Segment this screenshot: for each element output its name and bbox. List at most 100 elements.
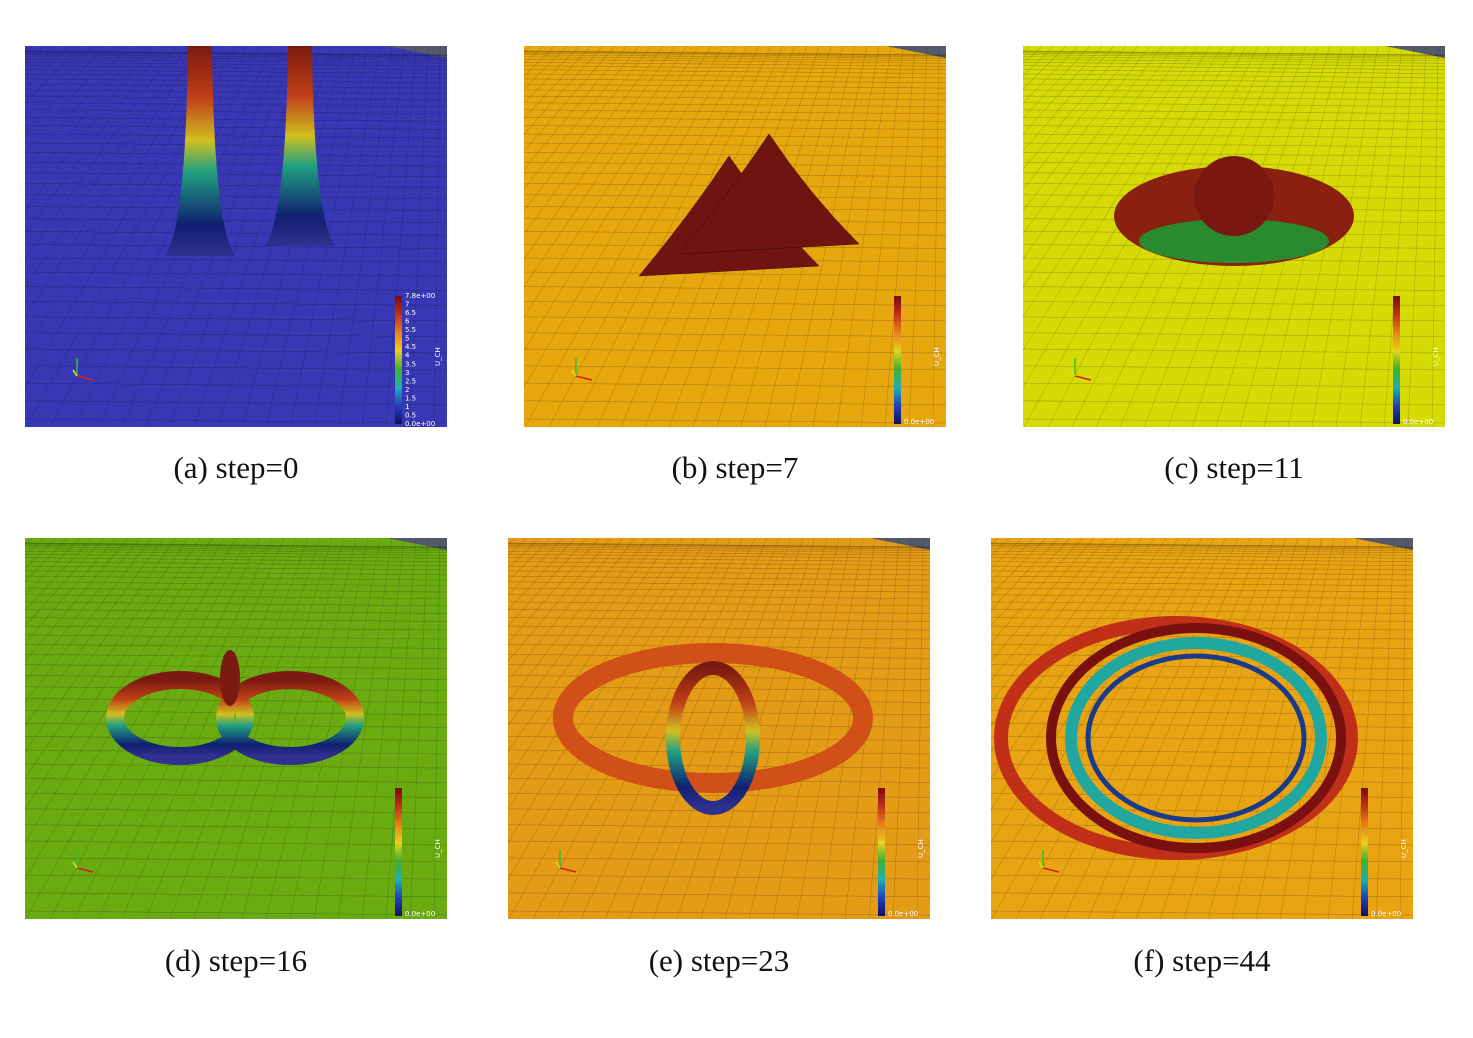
surface-ring	[216, 671, 364, 765]
mesh-line	[25, 125, 447, 130]
mesh-line	[524, 102, 946, 108]
mesh-line	[991, 587, 1413, 593]
axis-triad	[1070, 369, 1076, 377]
mesh-line	[1023, 382, 1445, 388]
mesh-line	[1255, 538, 1335, 919]
mesh-line	[25, 54, 447, 59]
mesh-line	[25, 102, 447, 108]
mesh-line	[25, 78, 447, 84]
mesh-line	[409, 46, 429, 427]
axis-triad	[1074, 375, 1092, 381]
mesh-line	[524, 50, 946, 56]
mesh-line	[508, 570, 930, 576]
backdrop-corner	[387, 46, 447, 58]
mesh-line	[25, 133, 447, 139]
mesh-line	[25, 418, 447, 424]
mesh-line	[524, 125, 946, 130]
mesh-line	[25, 548, 447, 554]
mesh-line	[991, 538, 1155, 780]
mesh-line	[25, 382, 447, 388]
mesh-line	[25, 892, 447, 898]
mesh-line	[991, 542, 1413, 548]
colorbar	[894, 296, 901, 424]
mesh-line	[1023, 65, 1445, 71]
mesh-line	[508, 594, 930, 600]
mesh-line	[548, 46, 748, 427]
mesh-line	[1063, 538, 1239, 919]
mesh-line	[25, 117, 447, 122]
mesh-line	[433, 538, 441, 919]
mesh-line	[25, 365, 447, 371]
backdrop-corner	[886, 46, 946, 58]
mesh-line	[508, 675, 930, 680]
mesh-line	[1023, 46, 1211, 352]
axis-triad	[555, 861, 561, 869]
mesh-line	[524, 46, 664, 235]
mesh-line	[524, 152, 946, 157]
mesh-line	[508, 634, 930, 640]
mesh-line	[991, 538, 1083, 644]
mesh-line	[25, 749, 447, 755]
surface-ring	[1065, 637, 1327, 839]
mesh-line	[991, 910, 1413, 916]
mesh-line	[25, 570, 447, 576]
mesh-line	[991, 542, 1413, 548]
colorbar-label: 2.5	[405, 377, 416, 385]
mesh-line	[25, 538, 117, 644]
mesh-line	[991, 664, 1413, 669]
mesh-line	[524, 46, 688, 288]
mesh-line	[25, 538, 201, 810]
render-panel: 0.0e+00 U_CH	[1023, 46, 1445, 427]
mesh-line	[508, 625, 930, 631]
colorbar-label: 0.0e+00	[888, 910, 918, 918]
colorbar-label: 6.5	[405, 309, 416, 317]
mesh-line	[524, 46, 640, 190]
mesh-line	[25, 46, 117, 152]
mesh-line	[1023, 78, 1445, 84]
mesh-line	[73, 46, 261, 427]
mesh-line	[524, 109, 946, 115]
mesh-line	[73, 538, 261, 919]
surface-peak	[265, 46, 335, 246]
mesh-line	[25, 824, 447, 830]
mesh-line	[25, 95, 447, 101]
mesh-line	[524, 382, 946, 388]
mesh-line	[25, 69, 447, 74]
mesh-line	[49, 46, 249, 427]
colorbar-label: 5	[405, 335, 409, 343]
surface-ring	[994, 616, 1358, 860]
mesh-line	[25, 808, 447, 814]
mesh-line	[25, 542, 447, 548]
mesh-line	[25, 625, 447, 631]
mesh-line	[25, 763, 447, 769]
mesh-line	[385, 538, 417, 919]
mesh-line	[556, 538, 744, 919]
mesh-line	[25, 538, 189, 780]
mesh-line	[508, 617, 930, 622]
mesh-line	[1087, 538, 1251, 919]
axis-triad	[72, 369, 78, 377]
mesh-line	[97, 538, 273, 919]
axis-triad	[76, 375, 94, 381]
mesh-line	[25, 575, 447, 581]
surface-ring	[106, 671, 254, 765]
mesh-line	[508, 538, 708, 881]
mesh-line	[265, 538, 357, 919]
mesh-line	[892, 538, 912, 919]
mesh-line	[508, 538, 648, 727]
mesh-line	[25, 538, 237, 919]
mesh-line	[508, 538, 588, 627]
mesh-line	[932, 46, 940, 427]
mesh-line	[1023, 46, 1103, 135]
mesh-line	[1023, 348, 1445, 354]
mesh-line	[524, 73, 946, 79]
mesh-line	[991, 553, 1413, 559]
mesh-line	[524, 286, 946, 291]
colorbar	[395, 296, 402, 424]
mesh-line	[1023, 117, 1445, 122]
mesh-line	[572, 46, 760, 427]
render-panel: 0.0e+00 U_CH	[524, 46, 946, 427]
mesh-line	[25, 271, 447, 277]
mesh-line	[25, 557, 447, 563]
mesh-line	[524, 365, 946, 371]
